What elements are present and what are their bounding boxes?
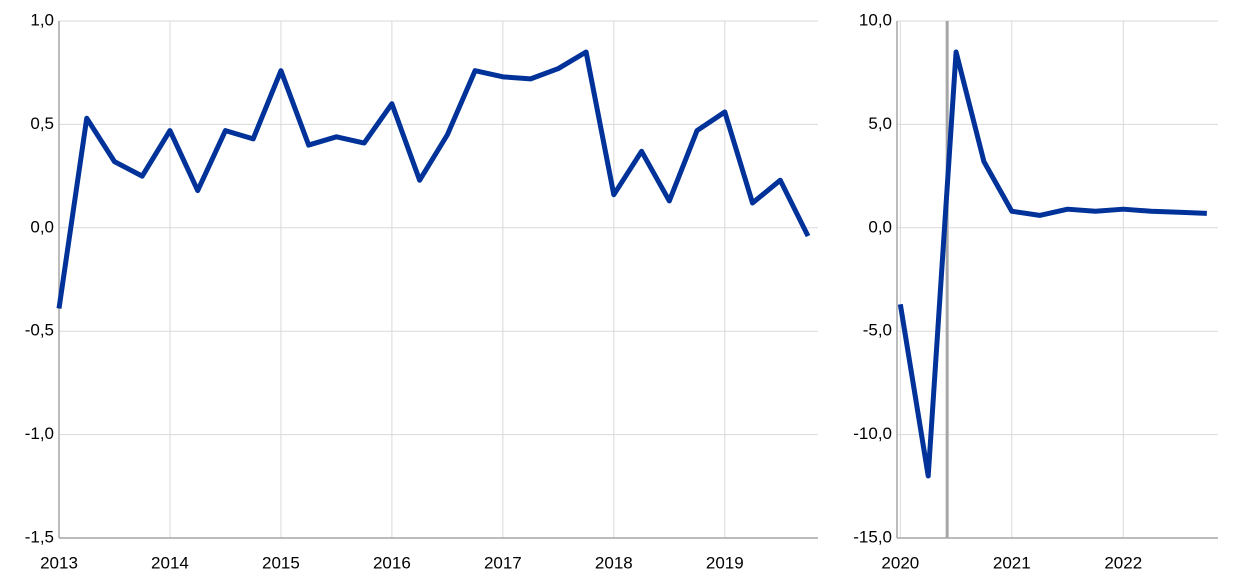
data-line (56, 49, 811, 309)
y-tick-label: -5,0 (863, 321, 892, 340)
x-tick-label: 2020 (881, 553, 919, 572)
y-tick-label: 0,0 (30, 217, 54, 236)
x-tick-label: 2021 (993, 553, 1031, 572)
y-tick-label: -15,0 (853, 527, 892, 546)
y-tick-label: -1,0 (25, 424, 54, 443)
x-tick-label: 2014 (151, 553, 189, 572)
x-tick-label: 2013 (40, 553, 78, 572)
y-tick-label: -10,0 (853, 424, 892, 443)
y-tick-label: 1,0 (30, 10, 54, 29)
x-tick-label: 2019 (706, 553, 744, 572)
x-tick-label: 2017 (484, 553, 522, 572)
x-tick-label: 2015 (262, 553, 300, 572)
y-tick-label: 5,0 (868, 114, 892, 133)
y-tick-label: 0,0 (868, 217, 892, 236)
data-line (897, 49, 1207, 479)
x-tick-label: 2016 (373, 553, 411, 572)
y-tick-label: 10,0 (859, 10, 892, 29)
y-tick-label: -0,5 (25, 321, 54, 340)
x-tick-label: 2018 (595, 553, 633, 572)
y-tick-label: -1,5 (25, 527, 54, 546)
y-tick-label: 0,5 (30, 114, 54, 133)
x-tick-label: 2022 (1104, 553, 1142, 572)
